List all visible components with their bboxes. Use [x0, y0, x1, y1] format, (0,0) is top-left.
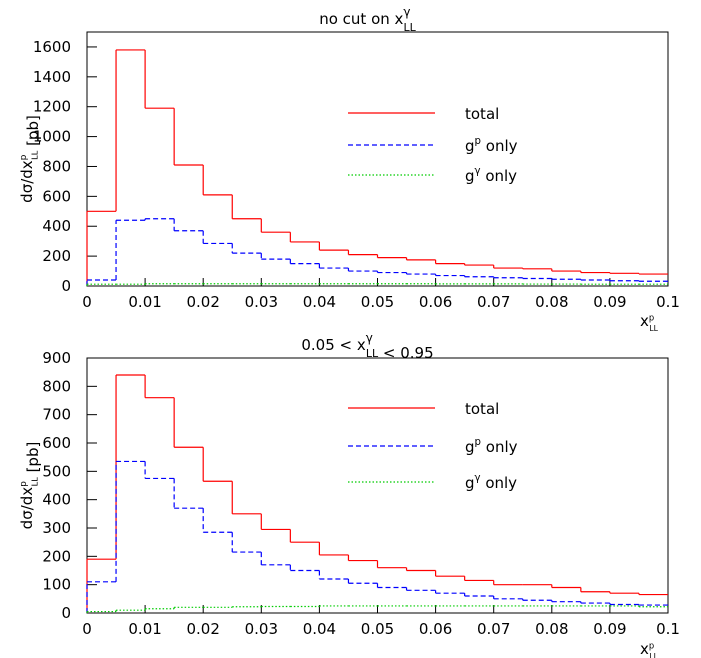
chart-title-sup: γ [403, 5, 410, 19]
x-tick-label: 0.02 [186, 293, 219, 311]
y-tick-label: 200 [42, 247, 71, 265]
y-tick-label: 1000 [33, 128, 71, 146]
chart-title-sub: LL [366, 347, 379, 360]
y-tick-label: 1200 [33, 98, 71, 116]
x-tick-label: 0.02 [186, 620, 219, 638]
y-axis-label-text: dσ/dx [18, 160, 36, 203]
legend-label-sup: γ [475, 166, 481, 177]
x-tick-label: 0.1 [656, 293, 680, 311]
y-axis-label-suffix: [pb] [24, 115, 42, 151]
legend-label-sup: γ [475, 473, 481, 484]
y-axis-label: dσ/dxpLL [pb] [18, 442, 42, 530]
y-axis-label-sup: p [19, 154, 29, 160]
x-tick-label: 0.06 [419, 293, 452, 311]
legend-label: gp only [465, 437, 518, 456]
x-tick-label: 0.03 [245, 293, 278, 311]
legend-label: gp only [465, 136, 518, 155]
y-tick-label: 600 [42, 187, 71, 205]
legend-label-text: total [465, 400, 499, 418]
y-tick-label: 400 [42, 217, 71, 235]
legend-label-suffix: only [481, 137, 518, 155]
x-tick-label: 0.1 [656, 620, 680, 638]
x-tick-label: 0.05 [361, 293, 394, 311]
legend-label-text: g [465, 438, 475, 456]
chart-title: no cut on xγ LL [319, 5, 416, 34]
legend-label-sup: p [475, 136, 481, 147]
chart-title: 0.05 < xγ LL < 0.95 [301, 331, 433, 362]
legend-label-suffix: only [481, 438, 518, 456]
x-axis-label-text: x [640, 640, 649, 658]
legend-label-text: g [465, 137, 475, 155]
x-tick-label: 0.09 [593, 620, 626, 638]
x-tick-label: 0.01 [128, 620, 161, 638]
x-axis-label-sub: LL [649, 324, 658, 333]
chart-title-text: no cut on x [319, 10, 403, 28]
x-tick-label: 0 [82, 293, 92, 311]
x-tick-label: 0.01 [128, 293, 161, 311]
y-tick-label: 700 [42, 406, 71, 424]
y-tick-label: 0 [61, 277, 71, 295]
x-axis-label: xp LL [640, 312, 659, 333]
legend-label: gγ only [465, 166, 517, 185]
x-tick-label: 0.07 [477, 293, 510, 311]
legend-label: total [465, 105, 499, 123]
legend-label-sup: p [475, 437, 481, 448]
x-axis-label-sup: p [649, 312, 654, 322]
y-tick-label: 900 [42, 349, 71, 367]
y-tick-label: 300 [42, 519, 71, 537]
x-tick-label: 0.05 [361, 620, 394, 638]
x-tick-label: 0.06 [419, 620, 452, 638]
y-axis-label: dσ/dxpLL [pb] [18, 115, 42, 203]
legend-label-suffix: only [481, 474, 518, 492]
x-tick-label: 0.04 [303, 620, 336, 638]
y-axis-label-sup: p [19, 481, 29, 487]
y-tick-label: 0 [61, 604, 71, 622]
x-tick-label: 0.04 [303, 293, 336, 311]
y-tick-label: 800 [42, 157, 71, 175]
x-tick-label: 0.08 [535, 293, 568, 311]
x-tick-label: 0.07 [477, 620, 510, 638]
legend-label: gγ only [465, 473, 517, 492]
y-tick-label: 800 [42, 377, 71, 395]
y-tick-label: 200 [42, 547, 71, 565]
x-tick-label: 0.08 [535, 620, 568, 638]
chart-title-text: 0.05 < x [301, 336, 366, 354]
y-axis-label-suffix: [pb] [24, 442, 42, 478]
x-axis-label: xp LL [640, 640, 659, 658]
x-axis-label-sub: LL [649, 652, 658, 658]
y-axis-label-text: dσ/dx [18, 487, 36, 530]
plot-frame [86, 357, 669, 614]
x-tick-label: 0.09 [593, 293, 626, 311]
y-tick-label: 500 [42, 462, 71, 480]
y-axis-label-sub: LL [29, 150, 39, 160]
y-tick-label: 100 [42, 576, 71, 594]
y-axis-label-sub: LL [29, 477, 39, 487]
legend-label-text: g [465, 167, 475, 185]
legend-label: total [465, 400, 499, 418]
x-axis-label-text: x [640, 312, 649, 330]
y-tick-label: 400 [42, 491, 71, 509]
legend-label-text: g [465, 474, 475, 492]
y-tick-label: 1400 [33, 68, 71, 86]
chart-title-sup: γ [366, 331, 373, 345]
y-tick-label: 600 [42, 434, 71, 452]
chart-title-sub: LL [404, 21, 417, 34]
legend-label-text: total [465, 105, 499, 123]
x-axis-label-sup: p [649, 640, 654, 650]
legend-label-suffix: only [481, 167, 518, 185]
x-tick-label: 0 [82, 620, 92, 638]
x-tick-label: 0.03 [245, 620, 278, 638]
chart-title-suffix: < 0.95 [378, 344, 434, 362]
y-tick-label: 1600 [33, 38, 71, 56]
